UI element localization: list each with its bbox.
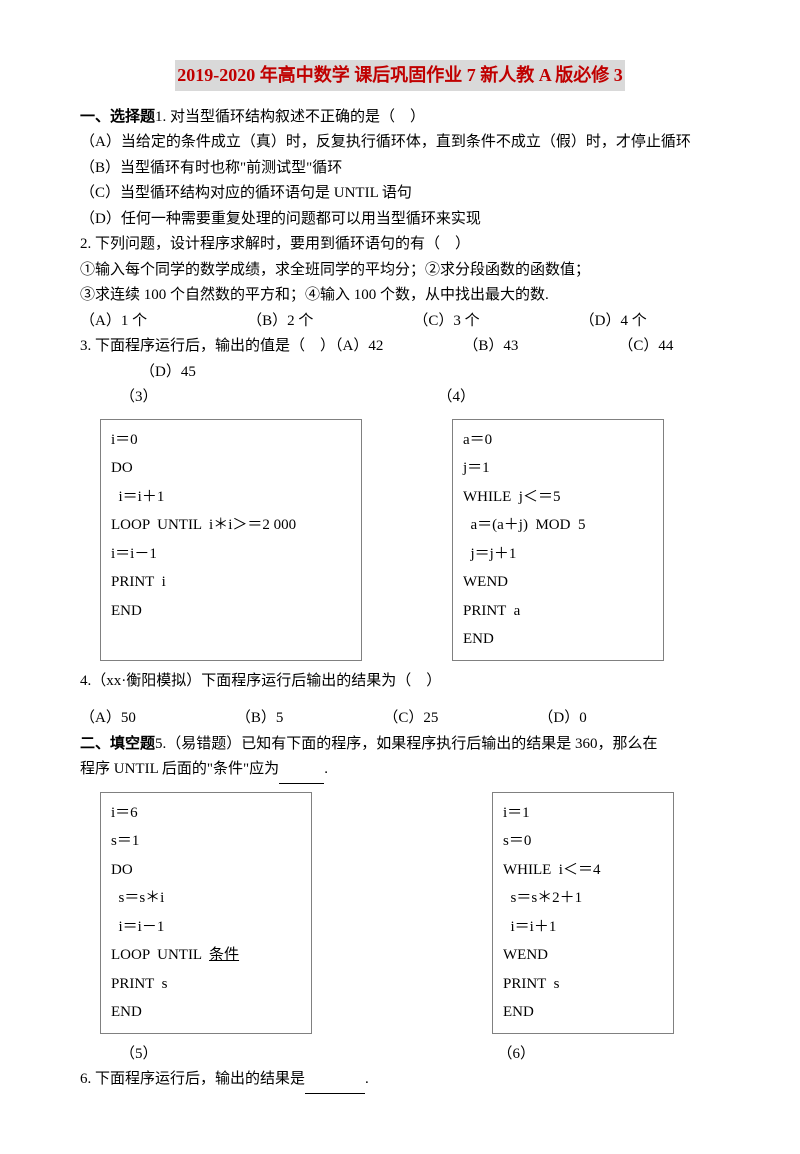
q2-opt-b: （B）2 个 [247,309,313,335]
condition-underline: 条件 [209,947,239,963]
code-line: PRINT i [111,568,351,597]
q3-line: 3. 下面程序运行后，输出的值是（ ）（A）42 （B）43 （C）44 [80,334,720,360]
q4-opt-a: （A）50 [80,706,136,732]
q3-stem: 3. 下面程序运行后，输出的值是（ ）（A）42 [80,334,383,360]
code-line: WHILE i＜＝4 [503,856,663,885]
code-box-3: i＝0 DO i＝i＋1 LOOP UNTIL i＊i＞＝2 000 i＝i－1… [100,419,362,661]
code-line: i＝1 [503,799,663,828]
q2-cond1: ①输入每个同学的数学成绩，求全班同学的平均分；②求分段函数的函数值； [80,258,720,284]
code-box-6: i＝1 s＝0 WHILE i＜＝4 s＝s＊2＋1 i＝i＋1 WEND PR… [492,792,674,1034]
code-box-4: a＝0 j＝1 WHILE j＜＝5 a＝(a＋j) MOD 5 j＝j＋1 W… [452,419,664,661]
q4-opt-d: （D）0 [538,706,586,732]
code-line: PRINT s [111,970,301,999]
label-6: （6） [498,1042,536,1068]
section-1-label: 一、选择题 [80,109,155,125]
code-line: END [463,625,653,654]
code-line: LOOP UNTIL 条件 [111,941,301,970]
q4-opt-b: （B）5 [236,706,284,732]
q3-opt-d: （D）45 [140,360,720,386]
code-box-5: i＝6 s＝1 DO s＝s＊i i＝i－1 LOOP UNTIL 条件 PRI… [100,792,312,1034]
q2-opt-d: （D）4 个 [580,309,647,335]
q3-opt-b: （B）43 [463,334,518,360]
q1-opt-a: （A）当给定的条件成立（真）时，反复执行循环体，直到条件不成立（假）时，才停止循… [80,130,720,156]
q5-stem2: 程序 UNTIL 后面的"条件"应为 [80,761,279,777]
spacer [80,694,720,706]
code-line: PRINT a [463,597,653,626]
code-line: a＝(a＋j) MOD 5 [463,511,653,540]
question-1: 一、选择题1. 对当型循环结构叙述不正确的是（ ） [80,105,720,131]
q1-stem: 1. 对当型循环结构叙述不正确的是（ ） [155,109,425,125]
q2-cond2: ③求连续 100 个自然数的平方和；④输入 100 个数，从中找出最大的数. [80,283,720,309]
q6-stem: 6. 下面程序运行后，输出的结果是 [80,1071,305,1087]
q2-opt-a: （A）1 个 [80,309,147,335]
label-3: （3） [120,385,158,411]
q4-opt-c: （C）25 [383,706,438,732]
q5-blank [279,757,324,784]
code-line: i＝0 [111,426,351,455]
q5-dot: . [324,761,328,777]
code-line: i＝i＋1 [503,913,663,942]
code-line: WEND [503,941,663,970]
code-line: s＝0 [503,827,663,856]
code-line: i＝i－1 [111,913,301,942]
code-line: END [503,998,663,1027]
q1-opt-c: （C）当型循环结构对应的循环语句是 UNTIL 语句 [80,181,720,207]
q5-line1: 二、填空题5.（易错题）已知有下面的程序，如果程序执行后输出的结果是 360，那… [80,732,720,758]
code-line: i＝i－1 [111,540,351,569]
q5-line2: 程序 UNTIL 后面的"条件"应为 . [80,757,720,784]
q2-options: （A）1 个 （B）2 个 （C）3 个 （D）4 个 [80,309,720,335]
section-2-label: 二、填空题 [80,736,155,752]
code-line: j＝j＋1 [463,540,653,569]
code-line: j＝1 [463,454,653,483]
code-line: PRINT s [503,970,663,999]
q6-dot: . [365,1071,369,1087]
q1-opt-b: （B）当型循环有时也称"前测试型"循环 [80,156,720,182]
q2-stem: 2. 下列问题，设计程序求解时，要用到循环语句的有（ ） [80,232,720,258]
label-4: （4） [438,385,476,411]
code-line: END [111,597,351,626]
label-5: （5） [120,1042,158,1068]
q4-stem: 4.（xx·衡阳模拟）下面程序运行后输出的结果为（ ） [80,669,720,695]
q3-opt-c: （C）44 [618,334,673,360]
code-line: DO [111,856,301,885]
code-line: WHILE j＜＝5 [463,483,653,512]
q6-line: 6. 下面程序运行后，输出的结果是 . [80,1067,720,1094]
q6-blank [305,1067,365,1094]
code-line: i＝6 [111,799,301,828]
code-line: WEND [463,568,653,597]
code-line: END [111,998,301,1027]
q2-opt-c: （C）3 个 [413,309,479,335]
code-line: i＝i＋1 [111,483,351,512]
q4-options: （A）50 （B）5 （C）25 （D）0 [80,706,720,732]
code-line: s＝s＊i [111,884,301,913]
page-title: 2019-2020 年高中数学 课后巩固作业 7 新人教 A 版必修 3 [175,60,625,91]
code-line: LOOP UNTIL i＊i＞＝2 000 [111,511,351,540]
code-line: s＝s＊2＋1 [503,884,663,913]
code-line: s＝1 [111,827,301,856]
code-line: a＝0 [463,426,653,455]
q5-stem1: 5.（易错题）已知有下面的程序，如果程序执行后输出的结果是 360，那么在 [155,736,658,752]
q1-opt-d: （D）任何一种需要重复处理的问题都可以用当型循环来实现 [80,207,720,233]
code-line: DO [111,454,351,483]
